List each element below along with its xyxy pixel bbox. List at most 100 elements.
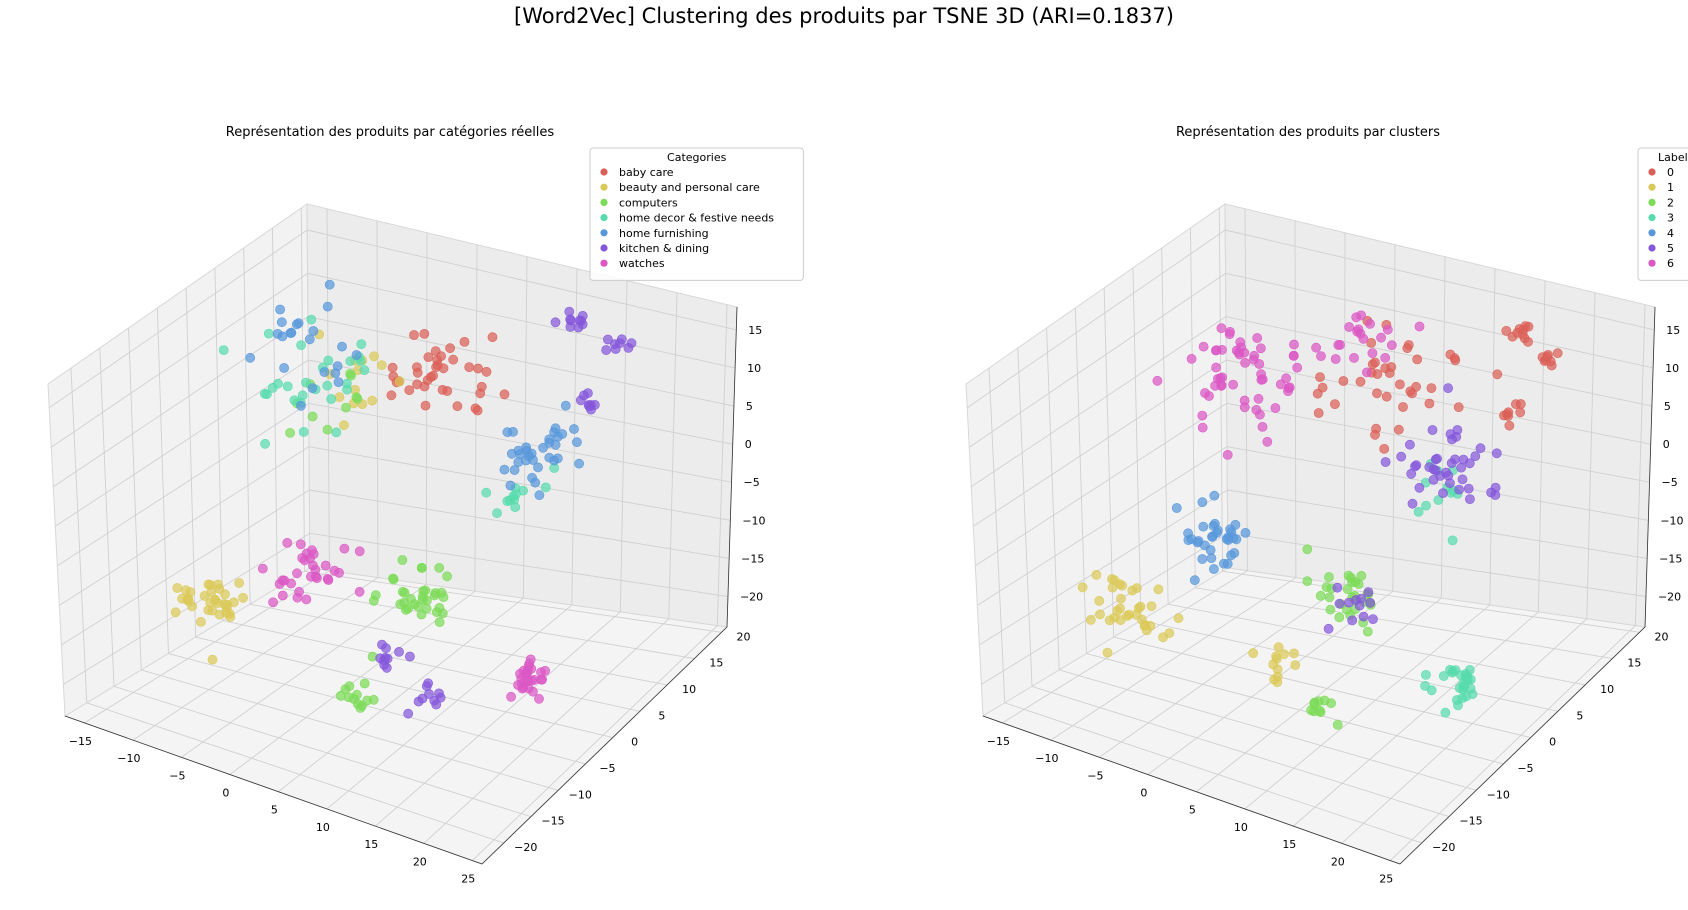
legend-marker (1648, 183, 1656, 191)
point-home-decor-festive-needs (326, 394, 337, 404)
point-home-furnishing (533, 462, 543, 473)
point-6 (1211, 362, 1221, 373)
z-tick-label: 10 (747, 362, 761, 375)
point-home-furnishing (544, 434, 555, 445)
point-computers (351, 689, 362, 700)
point-watches (513, 680, 523, 690)
z-tick-label: 15 (748, 324, 762, 337)
point-0 (1370, 429, 1380, 440)
point-kitchen-dining (404, 651, 415, 662)
point-watches (320, 560, 331, 571)
point-1 (1085, 615, 1096, 625)
legend-marker (600, 214, 608, 222)
point-computers (429, 590, 440, 601)
x-axis-line (982, 715, 1401, 865)
point-6 (1311, 342, 1321, 353)
x-tick-label: 20 (1331, 855, 1345, 868)
point-home-furnishing (295, 400, 306, 411)
point-0 (1501, 325, 1512, 336)
x-tick-label: −10 (117, 752, 140, 765)
point-home-furnishing (275, 304, 285, 315)
y-tick-label: 0 (631, 736, 638, 749)
point-0 (1453, 402, 1464, 413)
point-1 (1139, 621, 1150, 631)
point-computers (434, 617, 445, 628)
point-0 (1386, 362, 1397, 372)
point-5 (1404, 439, 1415, 450)
point-baby-care (481, 366, 492, 377)
point-home-furnishing (319, 367, 330, 377)
point-5 (1463, 483, 1474, 494)
point-1 (1290, 660, 1301, 670)
point-5 (1470, 451, 1481, 461)
legend-marker (600, 229, 608, 237)
point-0 (1398, 402, 1408, 412)
x-tick-label: 0 (1140, 787, 1147, 800)
point-watches (277, 590, 288, 601)
point-2 (1321, 582, 1332, 592)
legend-marker (600, 198, 608, 206)
point-1 (1094, 596, 1105, 606)
point-home-decor-festive-needs (273, 378, 283, 389)
point-2 (1334, 612, 1345, 623)
point-home-furnishing (322, 301, 333, 312)
point-kitchen-dining (610, 339, 620, 350)
point-6 (1239, 402, 1250, 413)
point-6 (1281, 373, 1291, 384)
point-computers (416, 609, 427, 620)
point-home-furnishing (508, 426, 518, 437)
y-tick-label: 20 (1655, 630, 1669, 643)
point-5 (1438, 488, 1448, 498)
y-tick-label: 10 (682, 683, 696, 696)
point-3 (1413, 506, 1424, 517)
point-5 (1411, 460, 1422, 471)
z-tick-label: 15 (1666, 324, 1680, 337)
point-0 (1515, 399, 1526, 409)
z-tick-label: 5 (746, 400, 753, 413)
point-kitchen-dining (381, 643, 391, 654)
point-1 (1164, 628, 1175, 638)
z-tick-label: −20 (740, 591, 763, 604)
point-beauty-and-personal-care (180, 585, 191, 596)
point-6 (1186, 353, 1197, 364)
point-1 (1131, 583, 1142, 593)
point-home-decor-festive-needs (259, 388, 270, 399)
point-6 (1344, 322, 1354, 332)
point-home-furnishing (293, 318, 304, 329)
point-0 (1355, 376, 1366, 387)
point-2 (1319, 695, 1330, 706)
point-watches (329, 565, 340, 576)
point-6 (1200, 388, 1210, 398)
point-4 (1189, 575, 1200, 586)
gridlines (48, 207, 737, 861)
point-watches (257, 563, 268, 574)
point-beauty-and-personal-care (367, 395, 378, 406)
point-5 (1465, 494, 1475, 504)
point-beauty-and-personal-care (369, 351, 379, 362)
point-kitchen-dining (403, 708, 414, 719)
point-watches (522, 667, 533, 678)
point-beauty-and-personal-care (183, 593, 194, 604)
y-tick-label: −15 (1459, 815, 1482, 828)
point-3 (1447, 667, 1458, 678)
point-4 (1205, 545, 1216, 555)
point-1 (1173, 613, 1184, 624)
point-watches (506, 691, 516, 702)
point-3 (1440, 707, 1451, 718)
point-home-decor-festive-needs (502, 496, 513, 507)
point-watches (354, 586, 365, 597)
point-6 (1152, 375, 1163, 386)
y-tick-label: −10 (1487, 788, 1510, 801)
point-home-furnishing (337, 341, 347, 352)
point-beauty-and-personal-care (213, 579, 223, 590)
point-kitchen-dining (579, 390, 589, 401)
point-home-decor-festive-needs (218, 345, 229, 355)
point-5 (1396, 451, 1407, 462)
legend-label: kitchen & dining (619, 242, 709, 255)
point-6 (1224, 329, 1235, 339)
legend-label: 4 (1667, 227, 1674, 240)
z-tick-label: −10 (742, 514, 765, 527)
z-axis-line (726, 306, 738, 628)
point-kitchen-dining (423, 678, 433, 689)
point-1 (1095, 609, 1105, 620)
